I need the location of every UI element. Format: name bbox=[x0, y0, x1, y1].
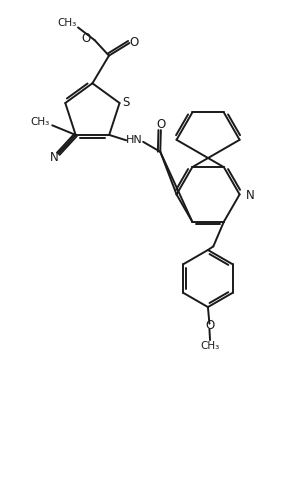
Text: N: N bbox=[50, 151, 59, 164]
Text: CH₃: CH₃ bbox=[57, 18, 77, 28]
Text: HN: HN bbox=[126, 135, 143, 146]
Text: S: S bbox=[123, 96, 130, 109]
Text: CH₃: CH₃ bbox=[200, 340, 220, 350]
Text: CH₃: CH₃ bbox=[30, 117, 50, 127]
Text: O: O bbox=[129, 36, 138, 49]
Text: O: O bbox=[81, 32, 91, 45]
Text: N: N bbox=[246, 188, 254, 201]
Text: O: O bbox=[205, 319, 215, 332]
Text: O: O bbox=[156, 118, 166, 131]
